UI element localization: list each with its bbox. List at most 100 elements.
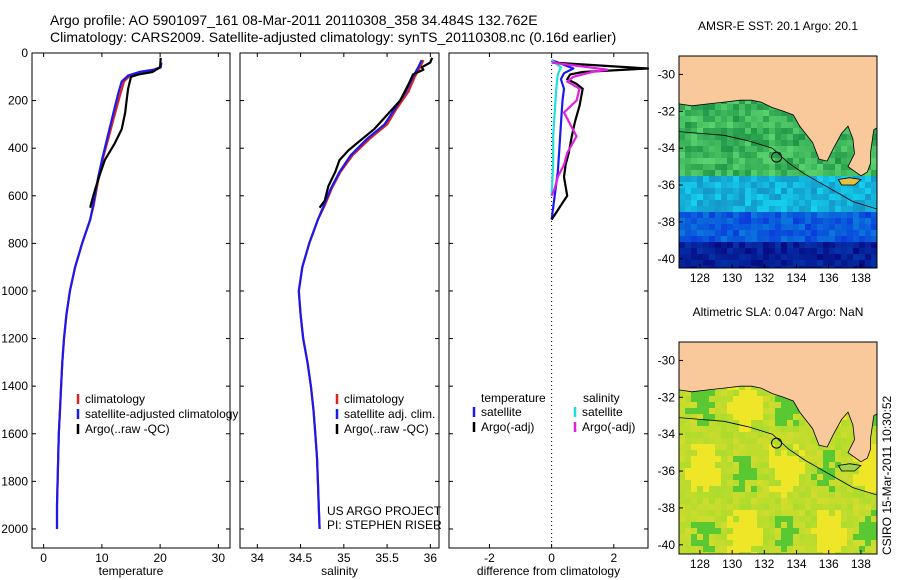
sst-map-cell	[727, 230, 733, 236]
sla-map-cell	[685, 492, 691, 498]
sla-map-cell	[679, 510, 685, 516]
sst-map-cell	[751, 164, 757, 170]
sst-map-cell	[703, 140, 709, 146]
sst-map-cell	[841, 266, 847, 268]
sla-map-ytick-label: -30	[658, 353, 676, 367]
sst-map-cell	[871, 140, 877, 146]
sla-map-cell	[847, 540, 853, 546]
sla-map-cell	[793, 432, 799, 438]
sst-map-cell	[871, 254, 877, 260]
sla-map-cell	[775, 546, 781, 552]
sst-map-cell	[841, 260, 847, 266]
sla-map-cell	[745, 432, 751, 438]
sla-map-cell	[847, 516, 853, 522]
sst-map-cell	[841, 170, 847, 176]
sla-map-cell	[721, 534, 727, 540]
sla-map-cell	[691, 432, 697, 438]
sla-map-cell	[781, 522, 787, 528]
sst-map-cell	[793, 212, 799, 218]
sla-map-cell	[847, 534, 853, 540]
sst-map-cell	[739, 122, 745, 128]
sst-map-cell	[823, 224, 829, 230]
sla-map-cell	[853, 522, 859, 528]
sla-map-cell	[745, 492, 751, 498]
sst-map-cell	[805, 236, 811, 242]
sla-map-cell	[799, 516, 805, 522]
sla-map-cell	[781, 528, 787, 534]
sst-map-cell	[739, 98, 745, 104]
sst-map-cell	[757, 140, 763, 146]
sla-map-cell	[703, 414, 709, 420]
sst-map-cell	[781, 254, 787, 260]
sst-map-cell	[769, 170, 775, 176]
sst-map-cell	[793, 182, 799, 188]
sst-map-cell	[853, 254, 859, 260]
sst-map-cell	[685, 158, 691, 164]
sst-map-cell	[805, 164, 811, 170]
sla-map-cell	[697, 444, 703, 450]
sst-map-cell	[835, 146, 841, 152]
sst-map-cell	[823, 188, 829, 194]
sst-map-cell	[721, 164, 727, 170]
difference-series-2-line	[550, 59, 562, 196]
sla-map-cell	[709, 504, 715, 510]
sla-map-cell	[847, 456, 853, 462]
sst-map-cell	[679, 128, 685, 134]
sst-map-cell	[751, 158, 757, 164]
sla-map-shelf-contour	[679, 417, 877, 496]
sst-map-cell	[781, 122, 787, 128]
sla-map-cell	[817, 492, 823, 498]
sst-map-cell	[859, 188, 865, 194]
sst-map-cell	[745, 182, 751, 188]
sla-map-cell	[859, 480, 865, 486]
sla-map-cell	[757, 468, 763, 474]
sla-map-cell	[745, 528, 751, 534]
sla-map-cell	[793, 492, 799, 498]
sla-map-cell	[721, 480, 727, 486]
sst-map-cell	[823, 236, 829, 242]
sla-map-cell	[691, 402, 697, 408]
sla-map-cell	[715, 462, 721, 468]
sla-map-cell	[697, 462, 703, 468]
sst-map-cell	[715, 212, 721, 218]
temperature-ytick-label: 200	[8, 94, 28, 108]
sla-map-cell	[799, 414, 805, 420]
sla-map-cell	[871, 498, 877, 504]
sla-map-cell	[685, 414, 691, 420]
sla-map-cell	[703, 486, 709, 492]
sla-map-cell	[799, 474, 805, 480]
sst-map-cell	[703, 176, 709, 182]
sla-map-cell	[805, 504, 811, 510]
salinity-xtick-label: 35	[337, 551, 351, 565]
sla-map-cell	[703, 456, 709, 462]
sla-map-cell	[691, 468, 697, 474]
sla-map-cell	[823, 450, 829, 456]
sla-map-cell	[775, 516, 781, 522]
sla-map-cell	[847, 480, 853, 486]
sst-map-cell	[799, 182, 805, 188]
sst-map-cell	[721, 200, 727, 206]
sla-map-cell	[715, 468, 721, 474]
sla-map-cell	[823, 552, 829, 554]
sla-map-cell	[703, 474, 709, 480]
sla-map-cell	[787, 414, 793, 420]
sst-map-cell	[709, 104, 715, 110]
sla-map-cell	[829, 504, 835, 510]
sla-map-cell	[679, 474, 685, 480]
sst-map-cell	[703, 182, 709, 188]
sst-map-cell	[709, 164, 715, 170]
sla-map-cell	[721, 390, 727, 396]
sla-map-cell	[781, 408, 787, 414]
sst-map-cell	[739, 104, 745, 110]
sla-map-cell	[835, 438, 841, 444]
sla-map-cell	[859, 534, 865, 540]
sst-map-cell	[841, 158, 847, 164]
sla-map-cell	[793, 474, 799, 480]
sla-map-xtick-label: 136	[819, 557, 839, 571]
salinity-axes-frame	[239, 52, 440, 549]
sla-map-cell	[739, 432, 745, 438]
sst-map-cell	[805, 248, 811, 254]
sst-map-cell	[781, 230, 787, 236]
sla-map-cell	[793, 414, 799, 420]
sst-map-cell	[775, 194, 781, 200]
